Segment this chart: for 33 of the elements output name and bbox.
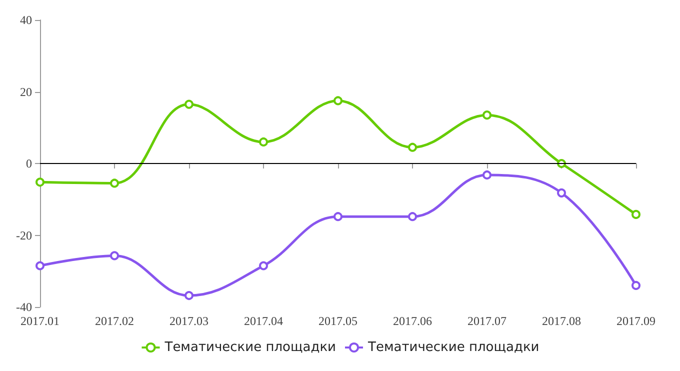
y-tick-label: 0 bbox=[26, 156, 32, 170]
y-tick-label: -20 bbox=[16, 228, 32, 242]
y-tick-label: 20 bbox=[20, 84, 32, 99]
point bbox=[482, 110, 492, 120]
y-tick-label: 40 bbox=[20, 13, 32, 27]
x-tick-label: 2017.02 bbox=[95, 314, 134, 328]
point bbox=[408, 212, 417, 222]
x-tick-label: 2017.09 bbox=[616, 314, 656, 328]
point bbox=[36, 178, 44, 187]
x-tick-label: 2017.01 bbox=[20, 314, 60, 328]
point bbox=[557, 188, 566, 198]
point bbox=[632, 210, 640, 219]
point bbox=[110, 251, 119, 260]
x-tick-label: 2017.05 bbox=[318, 314, 358, 328]
x-tick-label: 2017.08 bbox=[542, 314, 581, 328]
x-tick-label: 2017.03 bbox=[170, 314, 208, 328]
y-tick-label: -40 bbox=[16, 300, 32, 314]
legend-label: Тематические площадки bbox=[367, 340, 540, 355]
point bbox=[334, 212, 342, 222]
point bbox=[184, 291, 194, 300]
point bbox=[184, 100, 194, 109]
point bbox=[334, 96, 342, 106]
point bbox=[632, 280, 640, 290]
point bbox=[259, 137, 268, 146]
x-tick-label: 2017.04 bbox=[244, 314, 283, 328]
point bbox=[110, 178, 119, 188]
point bbox=[259, 261, 268, 270]
legend-label: Тематические площадки bbox=[164, 340, 336, 355]
point bbox=[36, 261, 44, 270]
point bbox=[482, 170, 492, 180]
point bbox=[408, 142, 417, 152]
x-tick-label: 2017.06 bbox=[393, 314, 432, 328]
x-tick-label: 2017.07 bbox=[468, 314, 506, 328]
